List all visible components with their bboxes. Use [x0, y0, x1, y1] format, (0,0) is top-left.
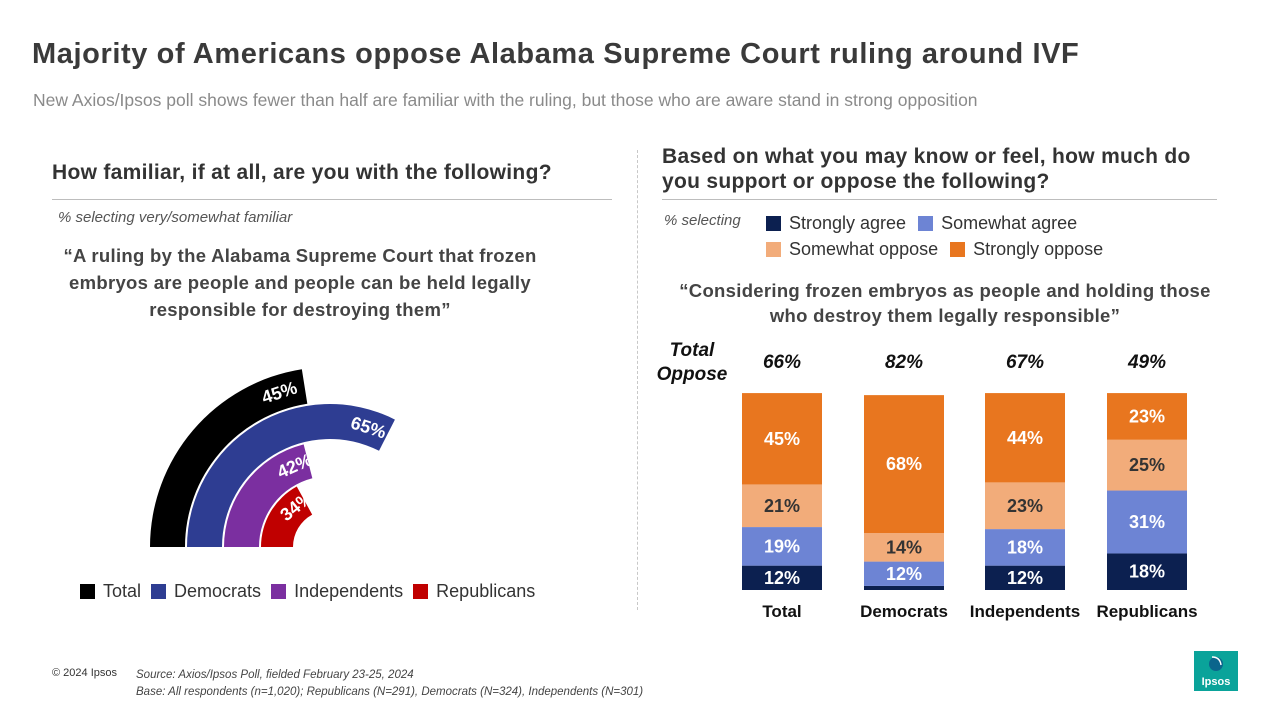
legend-swatch: [80, 584, 95, 599]
legend-label: Independents: [294, 581, 404, 601]
legend-item-independents: Independents: [271, 581, 403, 602]
panel-divider: [637, 150, 638, 610]
radial-bar-arc: [224, 444, 313, 547]
left-divider: [52, 199, 612, 200]
legend-label: Strongly oppose: [973, 238, 1104, 259]
total-oppose-label: Total Oppose: [657, 340, 728, 385]
bar-segment-label: 23%: [1007, 496, 1043, 516]
familiarity-radial-chart: 45%65%42%34%: [150, 369, 395, 547]
source-note: Source: Axios/Ipsos Poll, fielded Februa…: [136, 667, 643, 701]
bar-segment-strongly-oppose: [864, 395, 944, 534]
right-divider: [662, 199, 1217, 200]
bar-segment-somewhat-agree: [742, 527, 822, 566]
legend-label: Somewhat agree: [941, 212, 1078, 233]
total-oppose-value: 67%: [1006, 352, 1044, 373]
bar-segment-label: 21%: [764, 496, 800, 516]
legend-item-somewhat-oppose: Somewhat oppose: [766, 239, 938, 260]
bar-segment-label: 14%: [886, 537, 922, 557]
legend-swatch: [950, 241, 966, 257]
bar-segment-label: 25%: [1129, 455, 1165, 475]
bar-segment-label: 68%: [886, 454, 922, 474]
copyright: © 2024 Ipsos: [52, 667, 117, 679]
category-label: Independents: [970, 602, 1081, 621]
legend-item-republicans: Republicans: [413, 581, 535, 602]
bar-segment-label: 12%: [1007, 568, 1043, 588]
radial-bar-arc: [150, 369, 308, 547]
bar-segment-somewhat-oppose: [1107, 439, 1187, 491]
legend-item-total: Total: [80, 581, 141, 602]
right-note: % selecting: [664, 212, 741, 229]
bar-segment-strongly-agree: [985, 565, 1065, 590]
bar-segment-somewhat-oppose: [864, 533, 944, 562]
legend-swatch: [271, 584, 287, 599]
stacked-bar-independents: 67% 12% 18% 23% 44% Independents: [970, 352, 1081, 621]
base-line: Base: All respondents (n=1,020); Republi…: [136, 686, 644, 698]
bar-segment-label: 23%: [1129, 406, 1165, 426]
legend-item-strongly-agree: Strongly agree: [766, 213, 906, 234]
legend-label: Strongly agree: [789, 212, 907, 233]
bar-segment-strongly-oppose: [985, 393, 1065, 483]
bar-segment-label: 12%: [886, 564, 922, 584]
stacked-bar-total: 66% 12% 19% 21% 45% Total: [742, 352, 822, 621]
legend-swatch: [151, 584, 167, 599]
bar-segment-strongly-agree: [864, 585, 944, 590]
bar-segment-strongly-agree: [742, 565, 822, 590]
stacked-legend: Strongly agree Somewhat agree Somewhat o…: [766, 210, 1115, 262]
legend-swatch: [413, 584, 429, 599]
logo-mark-icon: [1209, 656, 1223, 671]
stacked-bar-democrats: 82% 12% 14% 68% Democrats: [860, 352, 948, 621]
bar-segment-label: 12%: [764, 568, 800, 588]
bar-segment-strongly-oppose: [742, 393, 822, 485]
stacked-bar-republicans: 49% 18% 31% 25% 23% Republicans: [1096, 352, 1197, 621]
total-oppose-value: 66%: [763, 352, 801, 373]
bar-segment-somewhat-agree: [1107, 490, 1187, 554]
legend-item-somewhat-agree: Somewhat agree: [918, 213, 1077, 234]
bar-segment-strongly-oppose: [1107, 393, 1187, 440]
radial-bar-total: 45%: [150, 369, 308, 547]
radial-bar-democrats: 65%: [187, 404, 395, 547]
left-note: % selecting very/somewhat familiar: [58, 209, 293, 226]
total-oppose-value: 82%: [885, 352, 923, 373]
legend-swatch: [766, 215, 781, 231]
bar-segment-label: 31%: [1129, 512, 1165, 532]
bar-segment-somewhat-oppose: [985, 482, 1065, 530]
bar-segment-somewhat-agree: [864, 561, 944, 586]
bar-segment-label: 18%: [1129, 562, 1165, 582]
legend-label: Democrats: [174, 581, 262, 601]
radial-bar-arc: [261, 486, 313, 547]
category-label: Democrats: [860, 602, 948, 621]
page-title: Majority of Americans oppose Alabama Sup…: [32, 38, 1080, 70]
legend-swatch: [766, 241, 781, 257]
support-oppose-stacked-chart: Total Oppose 66% 12% 19% 21% 45% Total 82% 12% 14%…: [657, 340, 1198, 621]
legend-item-democrats: Democrats: [151, 581, 261, 602]
ipsos-logo: Ipsos: [1194, 651, 1238, 691]
bar-segment-label: 44%: [1007, 428, 1043, 448]
left-quote: “A ruling by the Alabama Supreme Court t…: [63, 245, 537, 320]
page-subtitle: New Axios/Ipsos poll shows fewer than ha…: [33, 90, 978, 110]
category-label: Republicans: [1096, 602, 1197, 621]
right-question: Based on what you may know or feel, how …: [662, 145, 1191, 193]
legend-label: Total: [103, 581, 142, 601]
bar-segment-somewhat-agree: [985, 529, 1065, 566]
radial-bar-arc: [187, 404, 395, 547]
source-line: Source: Axios/Ipsos Poll, fielded Februa…: [136, 669, 414, 681]
legend-label: Republicans: [436, 581, 536, 601]
category-label: Total: [762, 602, 801, 621]
radial-bar-independents: 42%: [224, 444, 315, 547]
left-question: How familiar, if at all, are you with th…: [52, 161, 552, 184]
bar-segment-label: 45%: [764, 429, 800, 449]
bar-segment-label: 18%: [1007, 537, 1043, 557]
legend-swatch: [918, 215, 934, 231]
logo-text: Ipsos: [1201, 676, 1231, 688]
total-oppose-value: 49%: [1127, 352, 1166, 373]
radial-legend: Total Democrats Independents Republicans: [80, 581, 545, 602]
legend-label: Somewhat oppose: [789, 238, 939, 259]
legend-item-strongly-oppose: Strongly oppose: [950, 239, 1103, 260]
bar-segment-somewhat-oppose: [742, 484, 822, 528]
bar-segment-strongly-agree: [1107, 553, 1187, 590]
right-quote: “Considering frozen embryos as people an…: [679, 280, 1211, 326]
bar-segment-label: 19%: [764, 536, 800, 556]
